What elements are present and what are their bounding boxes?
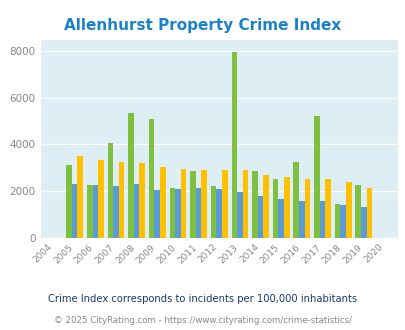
Bar xyxy=(345,182,351,238)
Bar xyxy=(87,185,92,238)
Bar xyxy=(169,187,175,238)
Bar xyxy=(237,192,242,238)
Bar xyxy=(304,180,309,238)
Bar xyxy=(77,156,83,238)
Bar xyxy=(216,189,222,238)
Bar xyxy=(175,189,180,238)
Bar xyxy=(119,162,124,238)
Bar xyxy=(66,165,72,238)
Bar xyxy=(201,170,207,238)
Bar xyxy=(257,196,263,238)
Bar xyxy=(128,113,134,238)
Bar xyxy=(324,180,330,238)
Bar xyxy=(354,185,360,238)
Bar xyxy=(298,202,304,238)
Bar xyxy=(334,204,339,238)
Bar xyxy=(339,205,345,238)
Bar xyxy=(222,170,227,238)
Bar xyxy=(149,119,154,238)
Bar xyxy=(293,162,298,238)
Bar xyxy=(210,186,216,238)
Bar xyxy=(366,187,371,238)
Bar xyxy=(272,180,278,238)
Bar xyxy=(360,207,366,238)
Bar xyxy=(72,184,77,238)
Bar xyxy=(313,116,319,238)
Bar xyxy=(319,202,324,238)
Bar xyxy=(160,167,165,238)
Text: © 2025 CityRating.com - https://www.cityrating.com/crime-statistics/: © 2025 CityRating.com - https://www.city… xyxy=(54,315,351,325)
Bar xyxy=(195,187,201,238)
Text: Crime Index corresponds to incidents per 100,000 inhabitants: Crime Index corresponds to incidents per… xyxy=(48,294,357,304)
Bar xyxy=(252,171,257,238)
Bar xyxy=(242,170,247,238)
Bar xyxy=(278,199,283,238)
Bar xyxy=(283,177,289,238)
Legend: Allenhurst, New Jersey, National: Allenhurst, New Jersey, National xyxy=(59,327,378,330)
Bar xyxy=(231,52,237,238)
Bar xyxy=(154,190,160,238)
Bar xyxy=(263,175,268,238)
Bar xyxy=(190,171,195,238)
Bar xyxy=(180,169,186,238)
Text: Allenhurst Property Crime Index: Allenhurst Property Crime Index xyxy=(64,18,341,33)
Bar xyxy=(107,143,113,238)
Bar xyxy=(134,184,139,238)
Bar xyxy=(139,163,145,238)
Bar xyxy=(113,186,119,238)
Bar xyxy=(98,160,103,238)
Bar xyxy=(92,185,98,238)
